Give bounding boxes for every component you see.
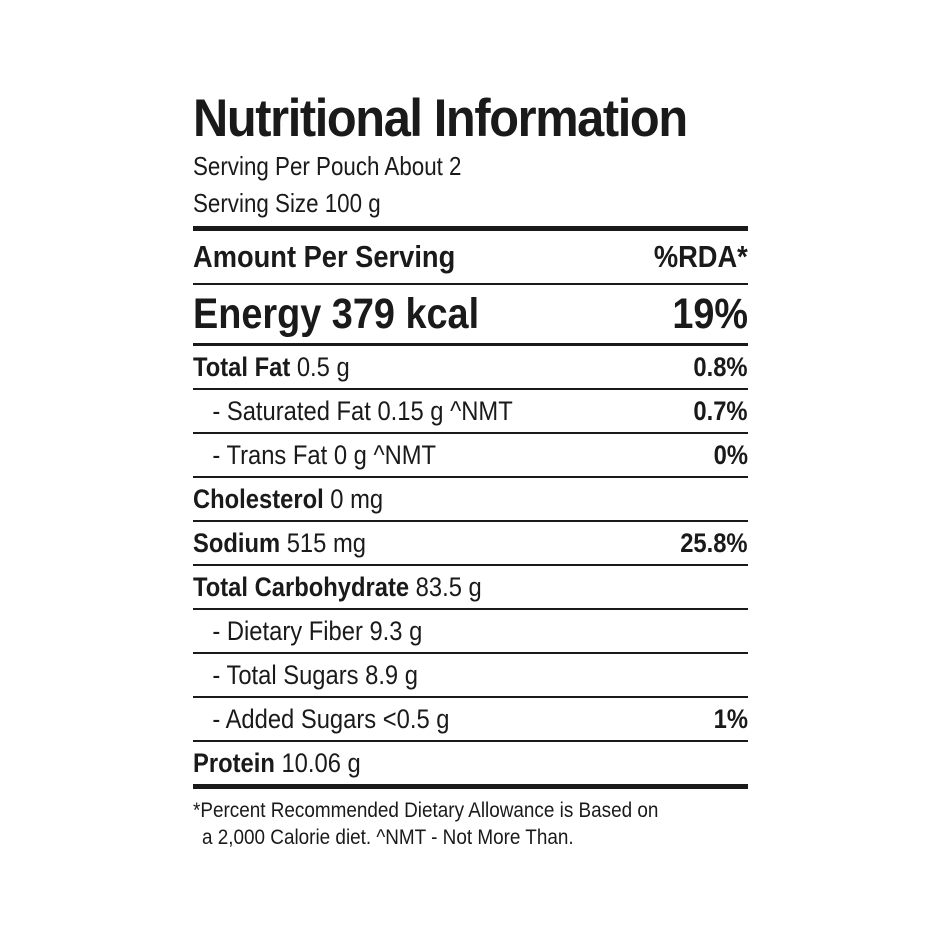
nutrient-rda: 25.8%	[680, 527, 748, 558]
divider	[193, 696, 748, 698]
nutrition-facts-panel: Nutritional Information Serving Per Pouc…	[193, 90, 748, 851]
nutrient-row-total-sugars: - Total Sugars 8.9 g	[193, 654, 748, 696]
nutrient-rda: 0.7%	[693, 395, 748, 426]
nutrient-name: Cholesterol	[193, 483, 324, 514]
nutrient-amount: 83.5 g	[409, 571, 482, 602]
divider	[193, 608, 748, 610]
nutrient-rda: 1%	[713, 703, 748, 734]
nutrient-name: Total Fat	[193, 351, 291, 382]
label-title: Nutritional Information	[193, 89, 688, 148]
energy-label: Energy 379 kcal	[193, 289, 480, 338]
nutrient-rda: 0.8%	[693, 351, 748, 382]
serving-size: Serving Size 100 g	[193, 188, 381, 218]
thick-divider	[193, 784, 748, 789]
nutrient-row-dietary-fiber: - Dietary Fiber 9.3 g	[193, 610, 748, 652]
nutrient-row-sodium: Sodium 515 mg 25.8%	[193, 522, 748, 564]
nutrient-name: - Saturated Fat 0.15 g ^NMT	[212, 395, 513, 426]
divider	[193, 388, 748, 390]
nutrient-name: Protein	[193, 747, 275, 778]
divider	[193, 432, 748, 434]
nutrient-name: - Dietary Fiber 9.3 g	[212, 615, 423, 646]
energy-row: Energy 379 kcal 19%	[193, 285, 748, 343]
servings-per-pouch: Serving Per Pouch About 2	[193, 151, 462, 181]
nutrient-row-total-carbohydrate: Total Carbohydrate 83.5 g	[193, 566, 748, 608]
nutrient-amount: 10.06 g	[274, 747, 361, 778]
nutrient-name: Total Carbohydrate	[193, 571, 410, 602]
nutrient-name: Sodium	[193, 527, 281, 558]
nutrient-amount: 0.5 g	[290, 351, 350, 382]
divider	[193, 283, 748, 285]
nutrient-row-saturated-fat: - Saturated Fat 0.15 g ^NMT 0.7%	[193, 390, 748, 432]
nutrient-rda: 0%	[713, 439, 748, 470]
divider	[193, 564, 748, 566]
rda-heading: %RDA*	[654, 239, 748, 274]
divider	[193, 343, 748, 346]
footnote-line-1: *Percent Recommended Dietary Allowance i…	[193, 799, 659, 822]
nutrient-row-trans-fat: - Trans Fat 0 g ^NMT 0%	[193, 434, 748, 476]
divider	[193, 652, 748, 654]
footnote-line-2: a 2,000 Calorie diet. ^NMT - Not More Th…	[202, 826, 574, 849]
footnote: *Percent Recommended Dietary Allowance i…	[193, 797, 693, 851]
nutrient-name: - Trans Fat 0 g ^NMT	[212, 439, 437, 470]
energy-rda: 19%	[672, 289, 748, 338]
divider	[193, 476, 748, 478]
nutrient-name: - Added Sugars <0.5 g	[212, 703, 450, 734]
nutrient-name: - Total Sugars 8.9 g	[212, 659, 418, 690]
nutrient-row-total-fat: Total Fat 0.5 g 0.8%	[193, 346, 748, 388]
divider	[193, 520, 748, 522]
nutrient-amount: 515 mg	[280, 527, 366, 558]
nutrient-amount: 0 mg	[323, 483, 384, 514]
divider	[193, 740, 748, 742]
amount-per-serving-heading: Amount Per Serving	[193, 239, 456, 274]
nutrient-row-protein: Protein 10.06 g	[193, 742, 748, 784]
nutrient-row-cholesterol: Cholesterol 0 mg	[193, 478, 748, 520]
header-row: Amount Per Serving %RDA*	[193, 231, 748, 283]
thick-divider	[193, 226, 748, 231]
nutrient-row-added-sugars: - Added Sugars <0.5 g 1%	[193, 698, 748, 740]
